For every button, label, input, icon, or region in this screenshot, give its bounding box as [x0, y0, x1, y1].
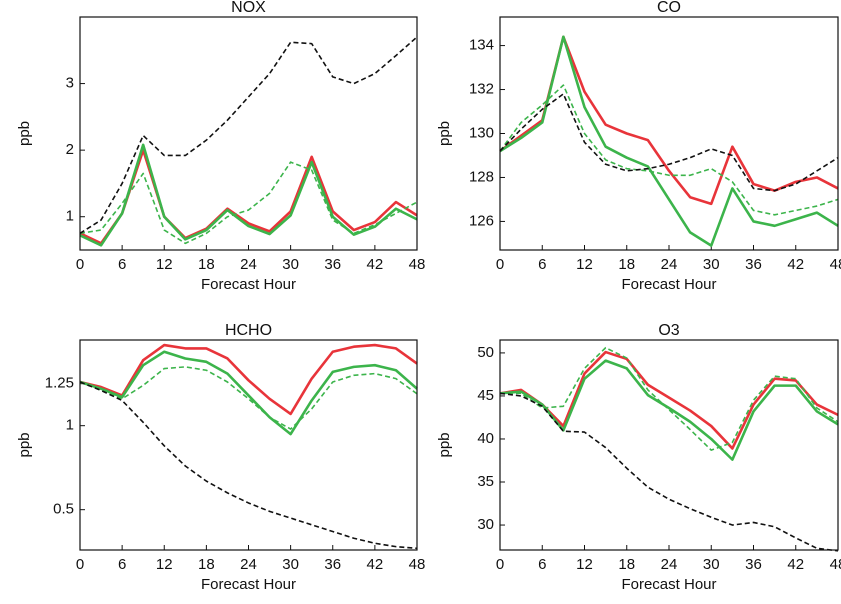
series-line — [499, 359, 839, 461]
x-tick-label: 6 — [538, 256, 546, 273]
x-axis-label: Forecast Hour — [621, 576, 716, 593]
x-axis-label: Forecast Hour — [201, 276, 296, 293]
y-tick-label: 128 — [469, 168, 494, 185]
x-axis-label: Forecast Hour — [621, 276, 716, 293]
y-tick-label: 1 — [66, 208, 74, 225]
x-tick-label: 12 — [576, 256, 593, 273]
x-tick-label: 0 — [496, 256, 504, 273]
y-axis-label: ppb — [16, 121, 33, 146]
y-tick-label: 35 — [477, 473, 494, 490]
series-line — [499, 35, 839, 247]
y-axis-label: ppb — [436, 432, 453, 457]
series-line — [79, 36, 418, 235]
y-tick-label: 134 — [469, 37, 494, 54]
x-tick-label: 42 — [787, 556, 804, 573]
x-tick-label: 42 — [367, 556, 384, 573]
series-line — [499, 350, 839, 450]
x-tick-label: 36 — [324, 556, 341, 573]
y-tick-label: 40 — [477, 430, 494, 447]
y-tick-label: 50 — [477, 344, 494, 361]
x-tick-label: 36 — [324, 256, 341, 273]
x-tick-label: 0 — [76, 556, 84, 573]
series-line — [500, 346, 839, 451]
chart-title: HCHO — [225, 322, 272, 339]
x-tick-label: 30 — [282, 256, 299, 273]
x-tick-label: 30 — [703, 256, 720, 273]
y-tick-label: 30 — [477, 516, 494, 533]
x-tick-label: 0 — [496, 556, 504, 573]
x-axis-label: Forecast Hour — [201, 576, 296, 593]
series-line — [79, 366, 418, 430]
x-tick-label: 48 — [830, 256, 841, 273]
plot-frame — [79, 16, 418, 251]
series-line — [499, 93, 839, 192]
y-tick-label: 126 — [469, 212, 494, 229]
series-line — [499, 392, 839, 552]
x-tick-label: 48 — [409, 556, 426, 573]
x-tick-label: 6 — [118, 256, 126, 273]
y-tick-label: 1.25 — [45, 375, 74, 392]
chart-title: CO — [657, 0, 681, 16]
y-axis-label: ppb — [436, 121, 453, 146]
series-line — [499, 35, 839, 206]
chart-title: NOX — [231, 0, 266, 16]
x-tick-label: 24 — [240, 556, 257, 573]
y-tick-label: 1 — [66, 417, 74, 434]
plot-frame — [499, 339, 839, 551]
y-tick-label: 132 — [469, 81, 494, 98]
x-tick-label: 12 — [156, 256, 173, 273]
x-tick-label: 0 — [76, 256, 84, 273]
series-line — [79, 161, 418, 245]
x-tick-label: 30 — [703, 556, 720, 573]
x-tick-label: 48 — [830, 556, 841, 573]
x-tick-label: 42 — [787, 256, 804, 273]
y-tick-label: 0.5 — [53, 501, 74, 518]
x-tick-label: 24 — [661, 556, 678, 573]
y-tick-label: 130 — [469, 124, 494, 141]
y-tick-label: 2 — [66, 141, 74, 158]
x-tick-label: 18 — [198, 556, 215, 573]
series-line — [499, 84, 839, 216]
x-tick-label: 6 — [118, 556, 126, 573]
chart-title: O3 — [658, 322, 679, 339]
series-line — [79, 143, 418, 247]
y-tick-label: 3 — [66, 75, 74, 92]
plot-frame — [499, 16, 839, 251]
x-tick-label: 48 — [409, 256, 426, 273]
x-tick-label: 12 — [156, 556, 173, 573]
series-line — [79, 343, 418, 416]
x-tick-label: 36 — [745, 256, 762, 273]
y-axis-label: ppb — [16, 432, 33, 457]
x-tick-label: 24 — [240, 256, 257, 273]
x-tick-label: 30 — [282, 556, 299, 573]
x-tick-label: 24 — [661, 256, 678, 273]
y-tick-label: 45 — [477, 387, 494, 404]
x-tick-label: 36 — [745, 556, 762, 573]
series-line — [79, 381, 418, 550]
x-tick-label: 6 — [538, 556, 546, 573]
series-line — [79, 350, 418, 436]
x-tick-label: 12 — [576, 556, 593, 573]
x-tick-label: 18 — [618, 556, 635, 573]
x-tick-label: 18 — [198, 256, 215, 273]
x-tick-label: 42 — [367, 256, 384, 273]
plot-frame — [79, 339, 418, 551]
x-tick-label: 18 — [618, 256, 635, 273]
